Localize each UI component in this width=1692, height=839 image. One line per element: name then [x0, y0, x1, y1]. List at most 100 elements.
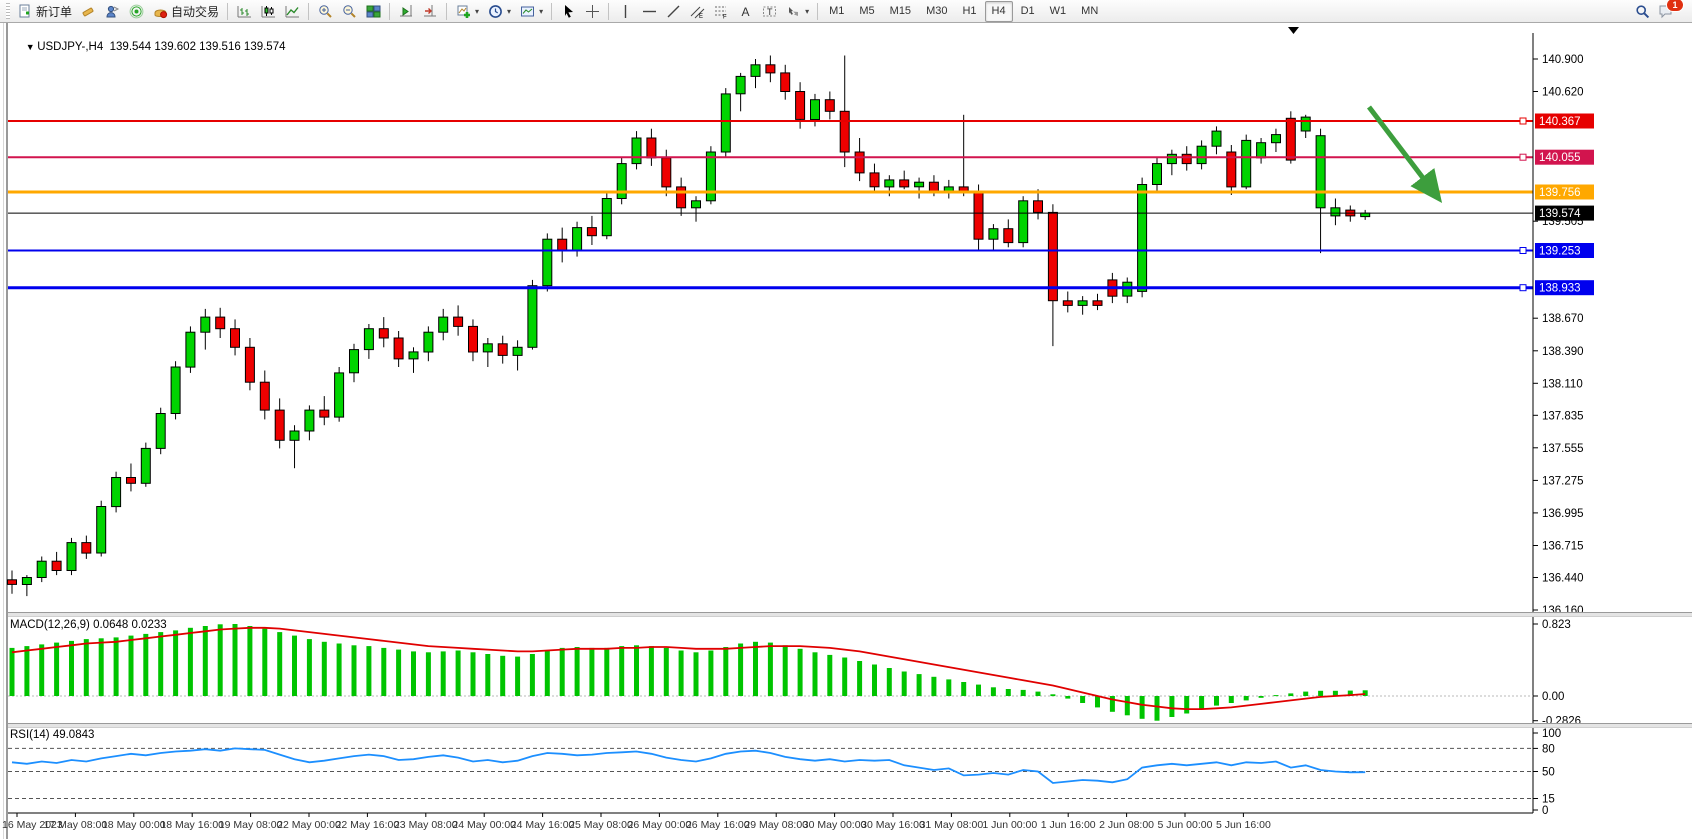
text-label-button[interactable]: T — [757, 1, 781, 22]
indicators-icon — [455, 3, 471, 19]
zoom-out-button[interactable] — [337, 1, 361, 22]
profile-icon — [104, 3, 120, 19]
auto-trading-label: 自动交易 — [171, 4, 220, 19]
indicators-button[interactable]: ▾ — [451, 1, 483, 22]
svg-text:138.933: 138.933 — [1539, 283, 1581, 295]
cursor-icon — [560, 3, 576, 19]
toolbar-separator — [308, 2, 310, 20]
symbol-dropdown-icon[interactable]: ▼ — [25, 42, 38, 52]
crosshair-button[interactable] — [580, 1, 604, 22]
toolbar-separator — [551, 2, 553, 20]
svg-text:E: E — [699, 14, 703, 19]
svg-text:F: F — [723, 14, 727, 19]
svg-text:136.715: 136.715 — [1542, 541, 1584, 553]
arrows-button[interactable]: ▾ — [781, 1, 813, 22]
periods-button[interactable]: ▾ — [483, 1, 515, 22]
chat-button[interactable]: 1 — [1654, 0, 1684, 22]
vertical-line-button[interactable] — [613, 1, 637, 22]
line-chart-button[interactable] — [280, 1, 304, 22]
svg-text:139.253: 139.253 — [1539, 246, 1581, 258]
trendline-icon — [665, 3, 681, 19]
svg-text:0.00: 0.00 — [1542, 691, 1564, 703]
tab-timeframe-M5[interactable]: M5 — [859, 5, 875, 17]
new-order-button[interactable]: 新订单 — [13, 1, 76, 22]
signal-button[interactable] — [124, 1, 148, 22]
tab-timeframe-H1[interactable]: H1 — [962, 5, 977, 17]
candlestick-icon — [260, 3, 276, 19]
svg-text:140.055: 140.055 — [1539, 152, 1581, 164]
crayon-button[interactable] — [76, 1, 100, 22]
toolbar-grip[interactable] — [6, 3, 10, 19]
chart-shift-button[interactable] — [418, 1, 442, 22]
zoom-in-button[interactable] — [313, 1, 337, 22]
candlestick-button[interactable] — [256, 1, 280, 22]
svg-text:26 May 16:00: 26 May 16:00 — [686, 819, 750, 831]
new-order-label: 新订单 — [36, 4, 73, 19]
svg-text:16 May 2023: 16 May 2023 — [2, 819, 63, 831]
toolbar-separator — [817, 2, 819, 20]
chart-left-border — [3, 23, 4, 839]
profile-button[interactable] — [100, 1, 124, 22]
svg-text:A: A — [741, 5, 749, 19]
cursor-button[interactable] — [556, 1, 580, 22]
tab-timeframe-H4[interactable]: H4 — [984, 0, 1013, 22]
svg-text:26 May 00:00: 26 May 00:00 — [628, 819, 692, 831]
svg-text:1 Jun 16:00: 1 Jun 16:00 — [1041, 819, 1096, 831]
svg-text:136.995: 136.995 — [1542, 508, 1584, 520]
svg-text:30 May 00:00: 30 May 00:00 — [803, 819, 867, 831]
tab-timeframe-D1[interactable]: D1 — [1020, 5, 1035, 17]
bar-chart-button[interactable] — [232, 1, 256, 22]
search-button[interactable] — [1630, 1, 1654, 22]
svg-text:15: 15 — [1542, 794, 1555, 806]
arrows-icon — [785, 3, 801, 19]
auto-trading-button[interactable]: 自动交易 — [148, 1, 223, 22]
panel-separator-macd[interactable] — [8, 612, 1692, 617]
trendline-button[interactable] — [661, 1, 685, 22]
chart-title: ▼ USDJPY-,H4 139.544 139.602 139.516 139… — [13, 29, 286, 65]
svg-text:137.835: 137.835 — [1542, 410, 1584, 422]
periods-dropdown-caret: ▾ — [507, 6, 512, 16]
svg-text:24 May 16:00: 24 May 16:00 — [511, 819, 575, 831]
new-order-icon — [17, 3, 33, 19]
svg-text:5 Jun 00:00: 5 Jun 00:00 — [1158, 819, 1213, 831]
svg-text:1 Jun 00:00: 1 Jun 00:00 — [982, 819, 1037, 831]
templates-icon — [519, 3, 535, 19]
notification-badge: 1 — [1666, 0, 1684, 12]
text-icon: A — [737, 3, 753, 19]
auto-trading-icon — [152, 3, 168, 19]
svg-text:18 May 00:00: 18 May 00:00 — [102, 819, 166, 831]
auto-scroll-button[interactable] — [394, 1, 418, 22]
text-label-icon: T — [761, 3, 777, 19]
panel-separator-rsi[interactable] — [8, 723, 1692, 728]
equidistant-channel-button[interactable]: E — [685, 1, 709, 22]
toolbar-separator — [227, 2, 229, 20]
tab-timeframe-M15[interactable]: M15 — [889, 5, 912, 17]
zoom-in-icon — [317, 3, 333, 19]
tile-windows-button[interactable] — [361, 1, 385, 22]
svg-text:100: 100 — [1542, 728, 1561, 740]
equidistant-channel-icon: E — [689, 3, 705, 19]
tab-timeframe-MN[interactable]: MN — [1081, 5, 1099, 17]
bar-chart-icon — [236, 3, 252, 19]
auto-scroll-icon — [398, 3, 414, 19]
clock-icon — [487, 3, 503, 19]
templates-button[interactable]: ▾ — [515, 1, 547, 22]
svg-text:137.555: 137.555 — [1542, 443, 1584, 455]
crayon-icon — [80, 3, 96, 19]
toolbar-separator — [446, 2, 448, 20]
tab-timeframe-M1[interactable]: M1 — [829, 5, 845, 17]
svg-text:80: 80 — [1542, 743, 1555, 755]
text-button[interactable]: A — [733, 1, 757, 22]
tab-timeframe-W1[interactable]: W1 — [1049, 5, 1067, 17]
chart-left-border-inner — [6, 23, 8, 839]
svg-text:50: 50 — [1542, 767, 1555, 779]
tab-timeframe-M30[interactable]: M30 — [926, 5, 948, 17]
svg-text:138.670: 138.670 — [1542, 313, 1584, 325]
svg-text:137.275: 137.275 — [1542, 475, 1584, 487]
rsi-indicator-label: RSI(14) 49.0843 — [10, 729, 95, 741]
fibonacci-button[interactable]: F — [709, 1, 733, 22]
horizontal-line-button[interactable] — [637, 1, 661, 22]
chart-shift-icon — [422, 3, 438, 19]
